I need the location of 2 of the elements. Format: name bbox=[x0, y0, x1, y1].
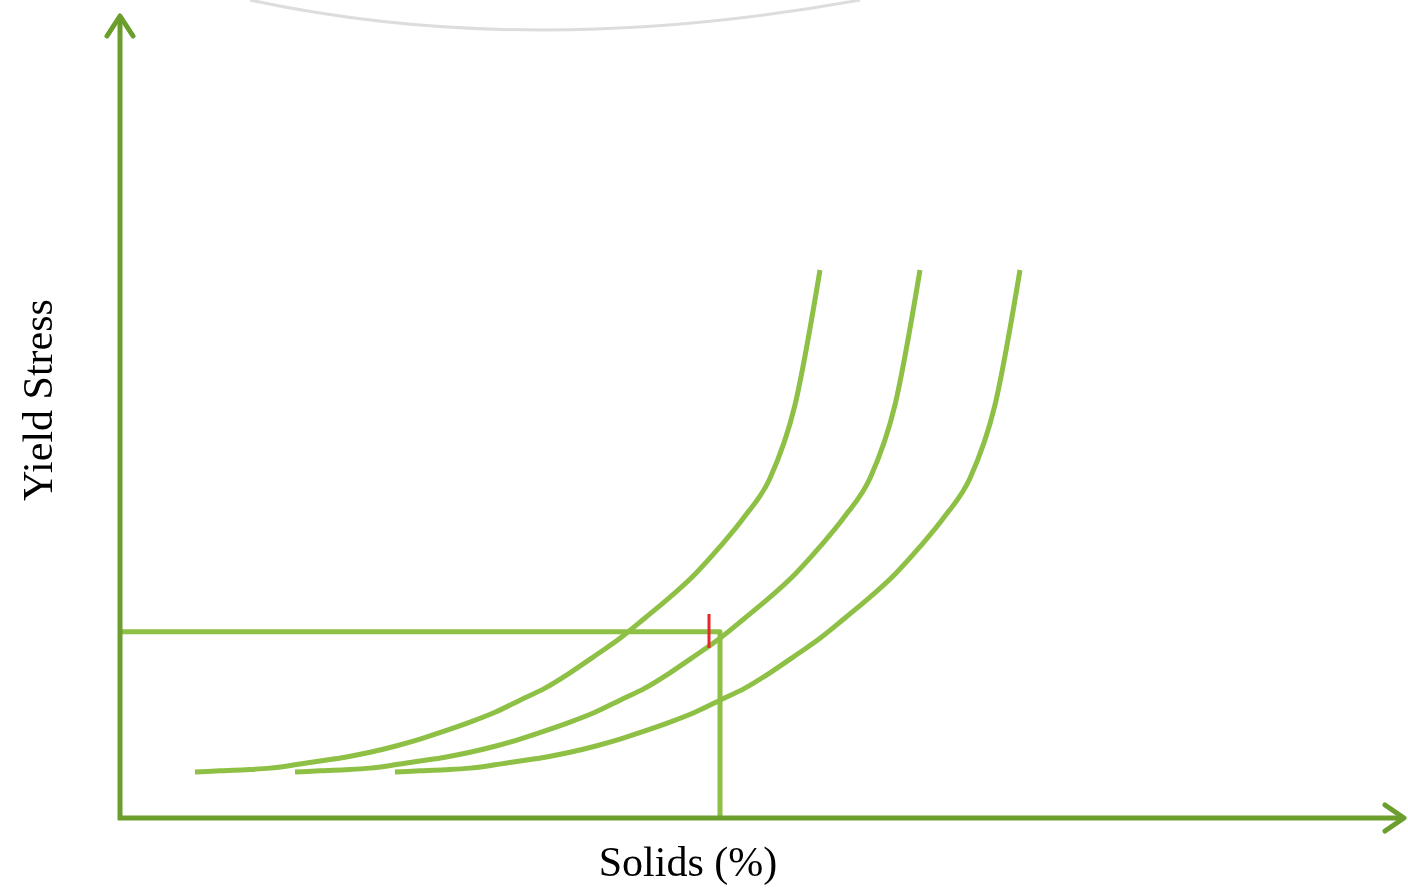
x-axis-title: Solids (%) bbox=[598, 839, 778, 886]
y-axis-title: Yield Stress bbox=[15, 299, 61, 501]
